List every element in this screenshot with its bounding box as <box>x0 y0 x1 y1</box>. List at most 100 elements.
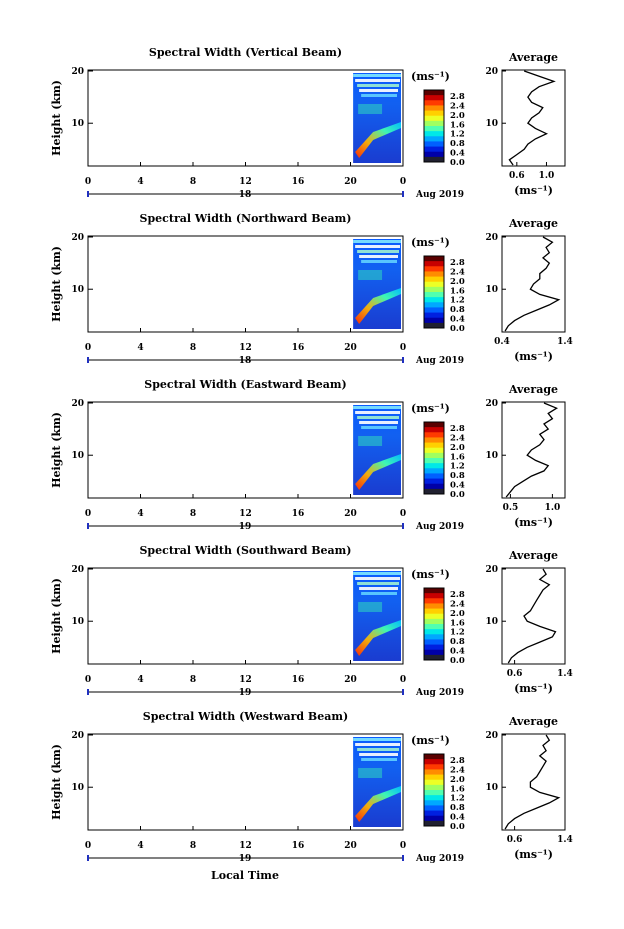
avg-y-tick-label: 20 <box>485 731 498 741</box>
colorbar-segment <box>424 307 444 314</box>
avg-title: Average <box>508 715 558 728</box>
colorbar-tick-label: 0.8 <box>450 803 465 813</box>
x-tick-label: 8 <box>190 841 196 851</box>
avg-profile-line <box>508 70 556 166</box>
avg-profile-line <box>504 734 561 830</box>
colorbar-segment <box>424 613 444 620</box>
colorbar-segment <box>424 292 444 298</box>
colorbar-segment <box>424 759 444 765</box>
plot-frame <box>87 567 404 665</box>
colorbar-segment <box>424 422 444 428</box>
colorbar-segment <box>424 447 444 454</box>
avg-y-tick-label: 10 <box>485 285 498 295</box>
avg-x-tick-label: 0.6 <box>507 835 523 845</box>
colorbar-segment <box>424 151 444 158</box>
x-tick-label: 16 <box>292 675 305 685</box>
colorbar-tick-label: 0.0 <box>450 158 465 168</box>
heatmap-upper-layer <box>359 255 398 258</box>
avg-x-tick-label: 0.4 <box>494 337 510 347</box>
colorbar-segment <box>424 588 444 594</box>
heatmap-upper-layer <box>359 421 398 424</box>
colorbar-segment <box>424 266 444 272</box>
colorbar-tick-label: 2.0 <box>450 111 465 121</box>
colorbar-segment <box>424 141 444 148</box>
colorbar-tick-label: 1.6 <box>450 784 465 794</box>
colorbar-unit: (ms⁻¹) <box>411 734 450 747</box>
colorbar-segment <box>424 815 444 822</box>
colorbar-segment <box>424 302 444 308</box>
colorbar-tick-label: 0.4 <box>450 481 465 491</box>
colorbar-segment <box>424 261 444 267</box>
colorbar-segment <box>424 286 444 293</box>
colorbar-tick-label: 0.4 <box>450 813 465 823</box>
x-tick-label: 0 <box>85 177 91 187</box>
avg-y-tick-label: 10 <box>485 451 498 461</box>
avg-y-tick-label: 20 <box>485 67 498 77</box>
avg-frame <box>501 733 566 831</box>
colorbar-segment <box>424 634 444 640</box>
avg-frame <box>501 69 566 167</box>
colorbar-tick-label: 1.2 <box>450 462 465 472</box>
x-tick-label: 0 <box>400 177 406 187</box>
heatmap-upper-layer <box>357 582 399 585</box>
colorbar-unit: (ms⁻¹) <box>411 236 450 249</box>
x-tick-label: 20 <box>344 343 357 353</box>
x-tick-label: 20 <box>344 177 357 187</box>
heatmap-upper-layer <box>359 89 398 92</box>
colorbar-segment <box>424 146 444 153</box>
date-label: Aug 2019 <box>415 688 464 698</box>
avg-unit-label: (ms⁻¹) <box>514 682 553 695</box>
x-tick-label: 4 <box>137 841 143 851</box>
colorbar-segment <box>424 317 444 324</box>
colorbar-segment <box>424 120 444 127</box>
heatmap-upper-layer <box>353 738 401 741</box>
colorbar-segment <box>424 437 444 444</box>
y-axis-label: Height (km) <box>50 578 63 654</box>
panel-title: Spectral Width (Westward Beam) <box>143 710 348 723</box>
colorbar-segment <box>424 432 444 438</box>
heatmap-upper-layer <box>361 592 397 595</box>
heatmap-upper-layer <box>353 406 401 409</box>
avg-frame <box>501 567 566 665</box>
avg-x-tick-label: 1.0 <box>545 503 561 513</box>
colorbar-segment <box>424 105 444 112</box>
panel-0: Spectral Width (Vertical Beam) Height (km… <box>50 46 566 200</box>
colorbar-segment <box>424 297 444 303</box>
colorbar-tick-label: 0.0 <box>450 656 465 666</box>
colorbar-unit: (ms⁻¹) <box>411 70 450 83</box>
colorbar-tick-label: 2.0 <box>450 443 465 453</box>
heatmap-upper-layer <box>353 74 401 77</box>
x-axis-label: Local Time <box>211 869 279 882</box>
colorbar-segment <box>424 639 444 646</box>
y-axis-label: Height (km) <box>50 246 63 322</box>
colorbar-segment <box>424 593 444 599</box>
y-tick-label: 20 <box>71 67 84 77</box>
colorbar-segment <box>424 644 444 651</box>
avg-y-tick-label: 10 <box>485 617 498 627</box>
heatmap-mid-patch <box>358 768 383 778</box>
panel-2: Spectral Width (Eastward Beam) Height (km… <box>50 378 566 532</box>
y-tick-label: 10 <box>71 783 84 793</box>
panel-1: Spectral Width (Northward Beam) Height (k… <box>50 212 573 366</box>
avg-unit-label: (ms⁻¹) <box>514 184 553 197</box>
colorbar-segment <box>424 115 444 122</box>
colorbar-segment <box>424 131 444 137</box>
colorbar-segment <box>424 769 444 776</box>
x-tick-label: 12 <box>239 841 252 851</box>
colorbar-tick-label: 1.6 <box>450 120 465 130</box>
colorbar-segment <box>424 790 444 796</box>
y-tick-label: 10 <box>71 285 84 295</box>
colorbar-tick-label: 2.0 <box>450 775 465 785</box>
y-tick-label: 10 <box>71 119 84 129</box>
colorbar-tick-label: 2.4 <box>450 765 465 775</box>
colorbar-segment <box>424 800 444 806</box>
colorbar-frame <box>423 421 445 495</box>
plot-frame <box>87 401 404 499</box>
colorbar-tick-label: 2.4 <box>450 599 465 609</box>
day-label: 18 <box>239 356 252 366</box>
colorbar-segment <box>424 779 444 786</box>
heatmap-upper-layer <box>357 84 399 87</box>
avg-profile-line <box>507 568 557 664</box>
avg-unit-label: (ms⁻¹) <box>514 516 553 529</box>
x-tick-label: 8 <box>190 177 196 187</box>
